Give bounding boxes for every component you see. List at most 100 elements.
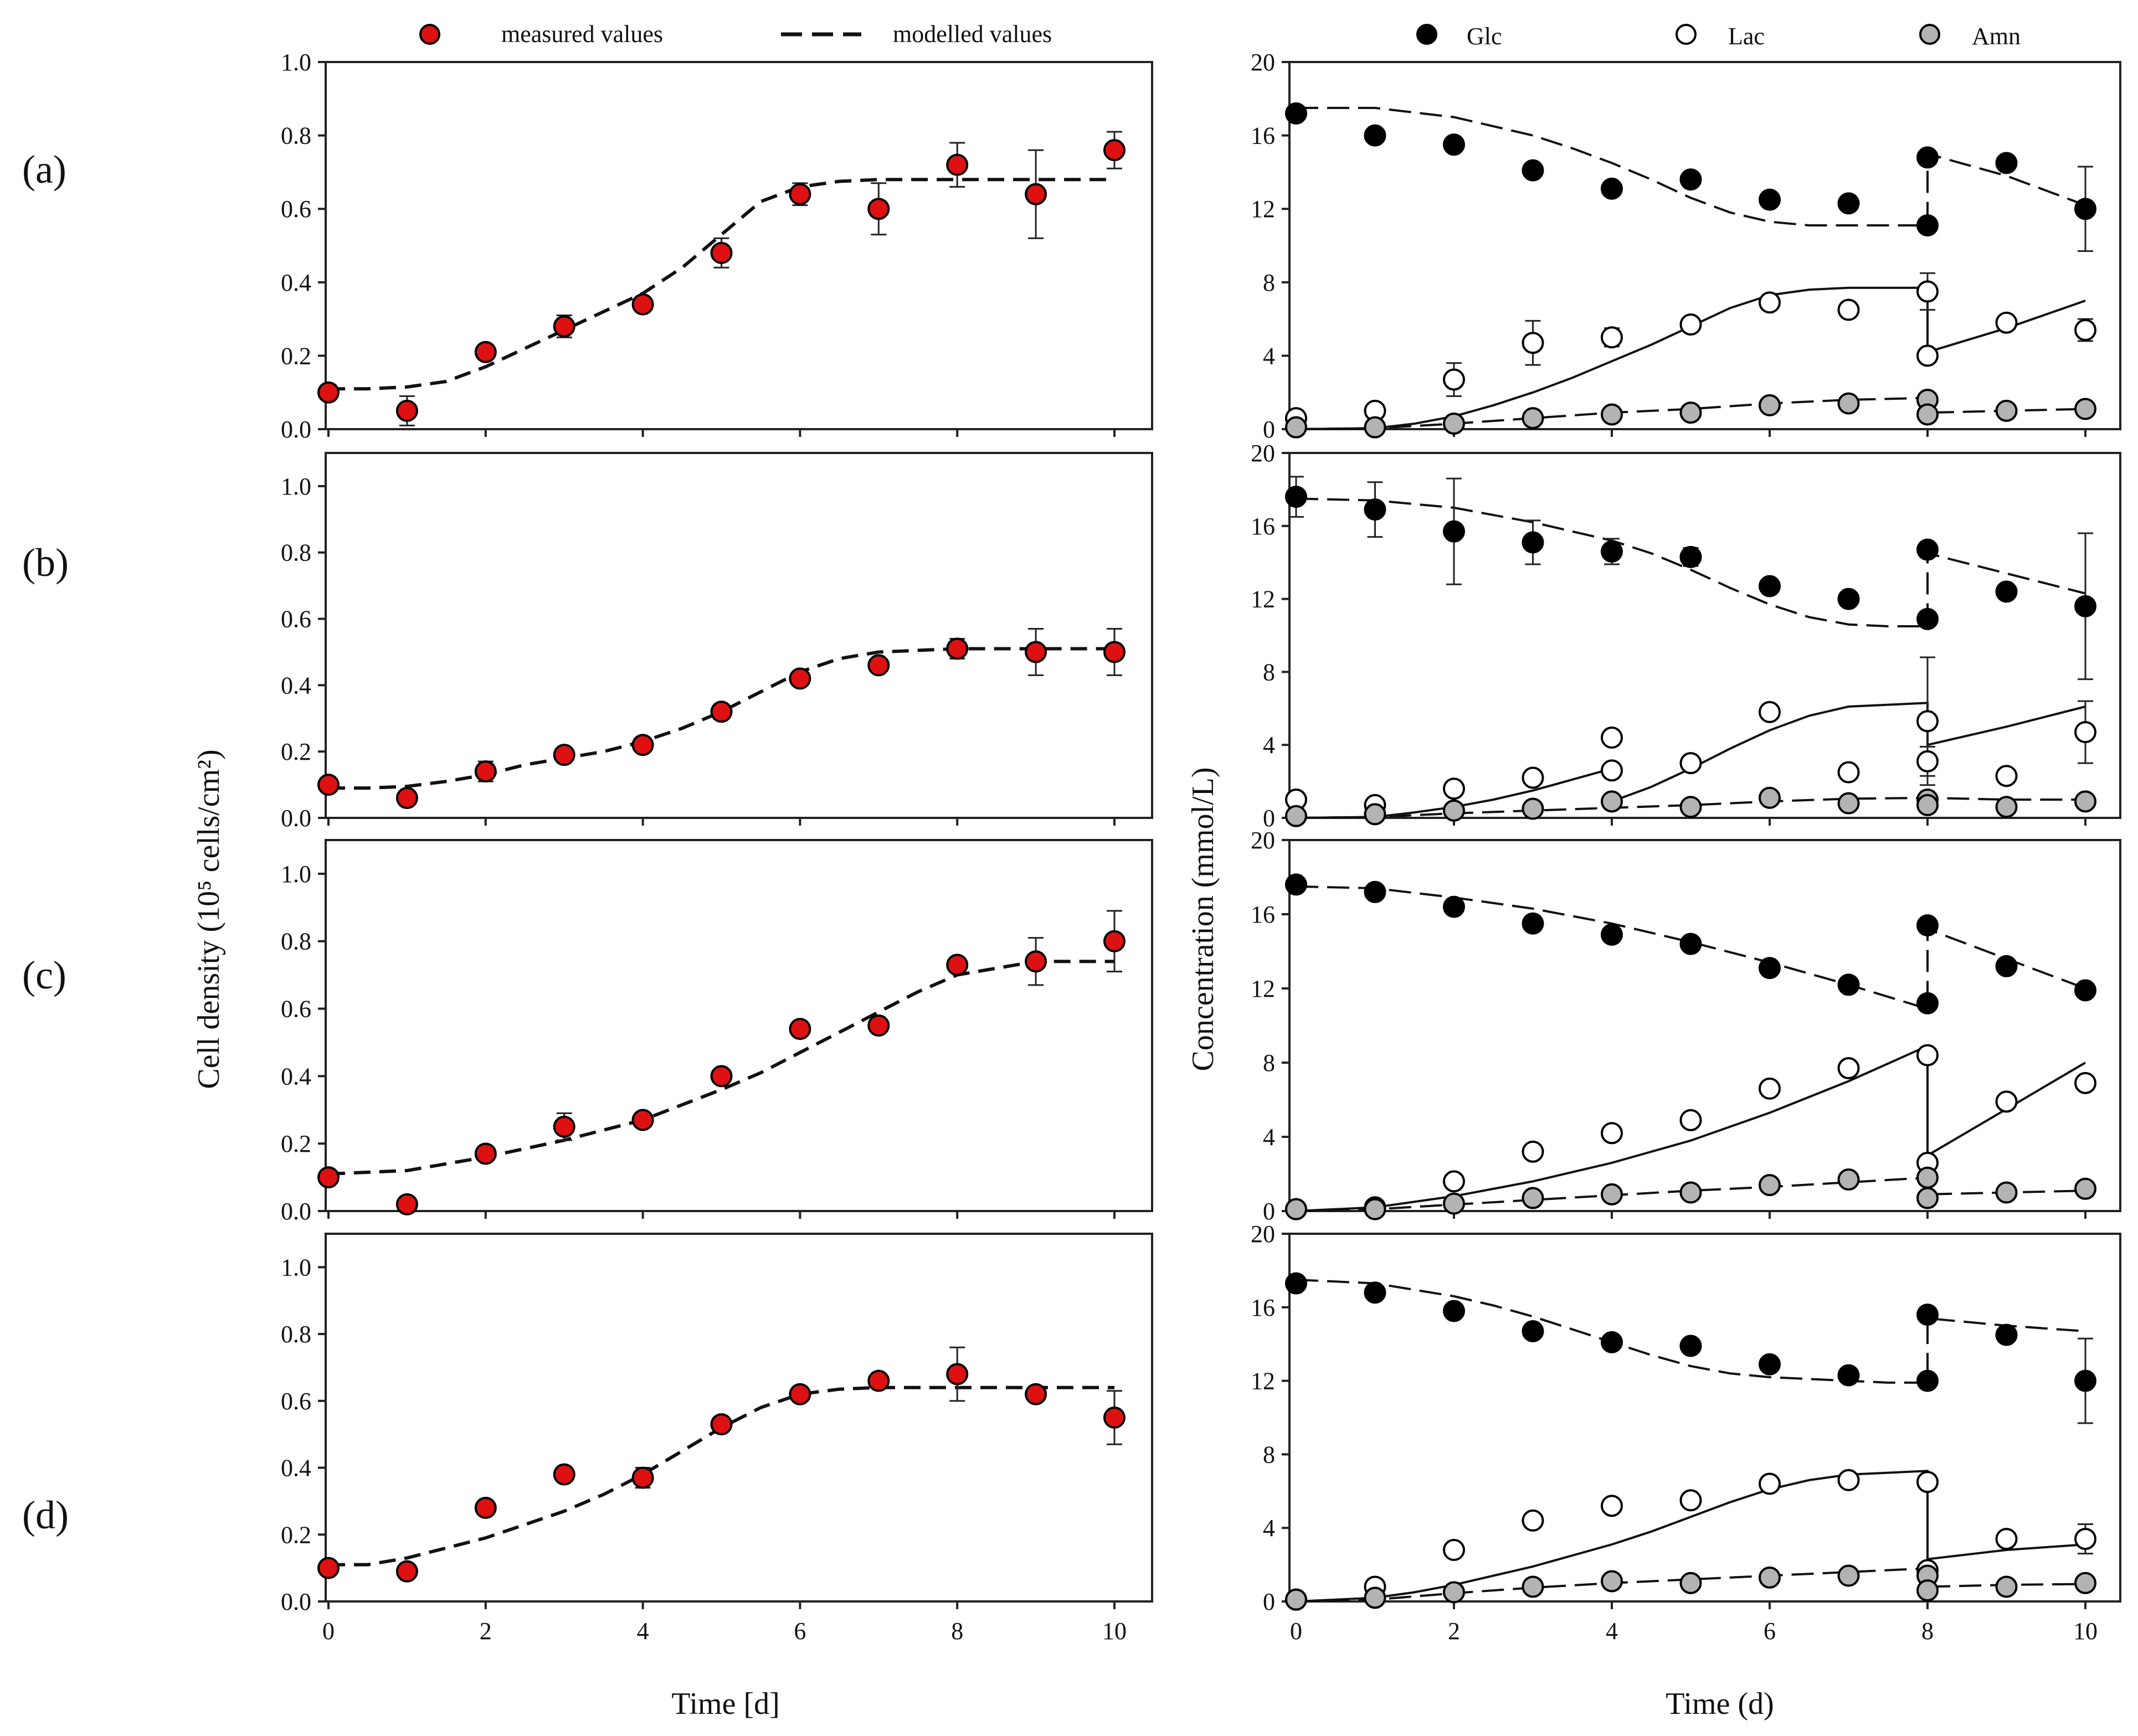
glc-point [1837,973,1860,996]
left-y-axis-title: Cell density (10⁵ cells/cm²) [192,749,226,1089]
amn-point [1443,1192,1465,1215]
glc-point [1285,1272,1307,1295]
legend-lac-label: Lac [1728,23,1765,50]
amn-point [1601,403,1623,426]
y-tick-label: 0.2 [281,342,311,369]
lac-point [1916,1044,1939,1067]
amn-point [1916,1187,1939,1209]
measured-values-point [867,1369,890,1392]
glc-point [2074,1369,2096,1392]
glc-point [1364,498,1386,521]
measured-values-point [395,399,418,422]
amn-point [1916,1579,1939,1602]
lac-point [2074,318,2096,341]
plot-c-cell-density: 0.0 0.2 0.4 0.6 0.8 1.0 [281,839,1153,1225]
glc-point [1837,192,1860,215]
y-tick-label: 0.4 [281,672,311,699]
plot-frame [325,1233,1153,1603]
legend-measured-label: measured values [501,20,663,48]
lac-model-2-line [1611,702,2086,803]
glc-point [2074,198,2096,220]
plot-d-concentration: 0 4 8 12 16 20 0 2 4 6 8 10 [1251,1220,2121,1645]
lac-point [1916,280,1939,303]
plot-frame [1288,61,2121,430]
measured-values-point [474,341,497,363]
glc-point [1443,520,1465,543]
amn-model-line [1296,796,2085,819]
plot-frame [1288,452,2121,819]
amn-point [1916,794,1939,816]
amn-point [1285,1198,1307,1220]
lac-point [1759,291,1781,314]
glc-point [1364,124,1386,147]
measured-values-point [1025,183,1047,205]
y-tick-label: 20 [1251,49,1275,76]
amn-point [1995,1181,2018,1204]
right-x-axis-title: Time (d) [1666,1687,1774,1721]
lac-point [1522,1140,1544,1163]
measured-values-point [395,1560,418,1583]
y-tick-label: 0.4 [281,1455,311,1482]
measured-values-point [553,744,575,766]
lac-point [1916,710,1939,733]
y-tick-label: 12 [1251,975,1275,1002]
plot-frame [1288,1233,2121,1603]
lac-point [1443,1539,1465,1562]
plot-frame [325,452,1153,819]
amn-point [1364,803,1386,826]
glc-point [1364,880,1386,903]
y-tick-label: 4 [1263,1515,1275,1542]
glc-point [1995,955,2018,977]
legend-glc-marker [1416,24,1437,45]
lac-point [1679,1109,1702,1131]
x-tick-label: 10 [1102,1617,1127,1645]
measured-values-point [1103,1407,1125,1429]
y-tick-label: 0.2 [281,738,311,765]
measured-values-point [946,1363,969,1385]
amn-point [1837,1564,1860,1587]
amn-point [1522,1575,1544,1598]
y-tick-label: 1.0 [281,861,311,888]
glc-point [1916,1304,1939,1326]
amn-point [1837,1168,1860,1191]
lac-point [1837,1057,1860,1080]
y-tick-label: 0 [1263,805,1275,832]
glc-point [1522,912,1544,935]
lac-point [1679,752,1702,775]
glc-point [1522,1320,1544,1342]
legend-glc-label: Glc [1467,23,1502,50]
y-tick-label: 8 [1263,658,1275,686]
amn-point [1285,1588,1307,1611]
lac-model-line [1296,1044,2086,1212]
legend-amn-label: Amn [1972,23,2021,50]
x-tick-label: 10 [2073,1617,2098,1645]
glc-point [1759,1353,1781,1376]
glc-point [1601,923,1623,946]
lac-point [1679,1489,1702,1512]
y-tick-label: 16 [1251,513,1275,540]
y-tick-label: 0.8 [281,122,311,150]
amn-point [1759,786,1781,809]
amn-point [1443,1581,1465,1604]
glc-point [1916,214,1939,237]
y-tick-label: 8 [1263,1441,1275,1468]
glc-point [1916,538,1939,561]
amn-point [1443,799,1465,822]
y-tick-label: 16 [1251,122,1275,150]
amn-point [1601,1183,1623,1206]
measured-values-point [710,1065,733,1088]
y-tick-label: 0.0 [281,1588,311,1615]
glc-point [1916,146,1939,169]
lac-point [1601,1495,1623,1517]
measured-values-point [710,700,733,723]
amn-point [1601,790,1623,813]
lac-point [1837,761,1860,784]
y-tick-label: 12 [1251,195,1275,223]
measured-values-point [1025,950,1047,973]
y-tick-label: 4 [1263,732,1275,759]
lac-point [1837,1469,1860,1491]
modelled-values-line [328,178,1114,391]
measured-values-point [317,381,340,404]
glc-model-line [1296,106,2086,226]
measured-values-point [789,1018,811,1040]
